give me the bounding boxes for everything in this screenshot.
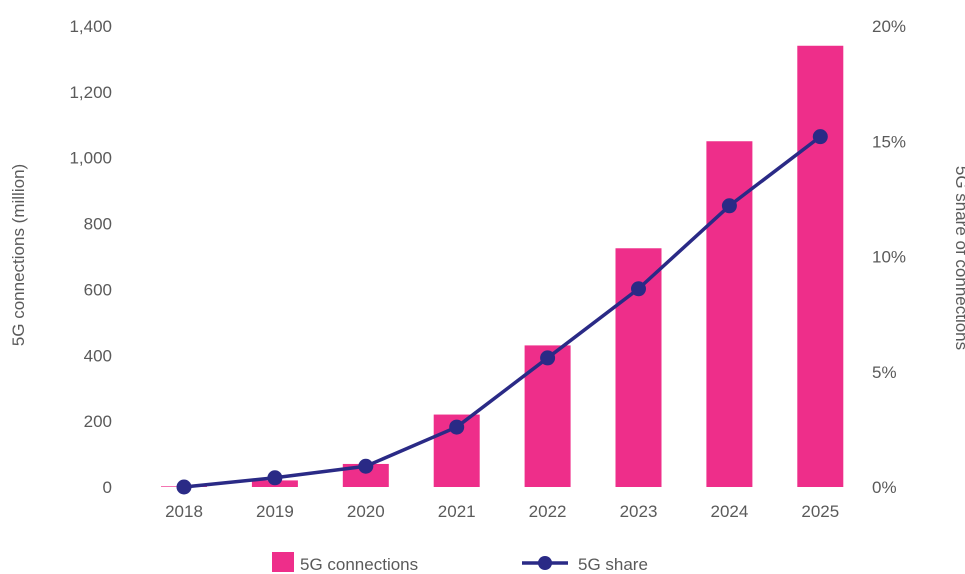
left-axis-ticks: 0 200 400 600 800 1,000 1,200 1,400: [69, 17, 112, 497]
legend-label-line: 5G share: [578, 555, 648, 574]
left-tick-label: 1,000: [69, 149, 112, 168]
share-point: [721, 198, 737, 214]
share-point: [176, 479, 192, 495]
left-tick-label: 1,200: [69, 83, 112, 102]
x-tick-label: 2020: [347, 502, 385, 521]
left-tick-label: 600: [84, 280, 112, 299]
share-point: [358, 458, 374, 474]
bar: [797, 45, 844, 487]
share-point: [540, 350, 556, 366]
x-tick-label: 2019: [256, 502, 294, 521]
right-tick-label: 20%: [872, 17, 906, 36]
right-tick-label: 0%: [872, 478, 897, 497]
x-tick-label: 2025: [801, 502, 839, 521]
x-tick-label: 2021: [438, 502, 476, 521]
x-axis-ticks: 2018 2019 2020 2021 2022 2023 2024 2025: [165, 502, 839, 521]
bar-series: [161, 45, 844, 487]
x-tick-label: 2018: [165, 502, 203, 521]
left-tick-label: 400: [84, 346, 112, 365]
left-tick-label: 200: [84, 412, 112, 431]
bar: [342, 463, 389, 487]
share-line: [183, 135, 822, 489]
right-tick-label: 15%: [872, 132, 906, 151]
x-tick-label: 2024: [710, 502, 748, 521]
share-point: [449, 419, 465, 435]
right-tick-label: 5%: [872, 363, 897, 382]
left-tick-label: 1,400: [69, 17, 112, 36]
left-axis-title: 5G connections (million): [9, 164, 28, 346]
share-point: [631, 281, 646, 297]
x-tick-label: 2022: [529, 502, 567, 521]
right-tick-label: 10%: [872, 248, 906, 267]
share-point: [812, 129, 828, 145]
right-axis-title: 5G share of connections: [952, 166, 965, 350]
bar: [524, 345, 571, 487]
left-tick-label: 800: [84, 215, 112, 234]
x-tick-label: 2023: [620, 502, 658, 521]
share-point: [267, 470, 283, 486]
legend-swatch-marker: [538, 556, 552, 570]
legend-swatch-bar: [272, 552, 294, 572]
legend-label-bar: 5G connections: [300, 555, 418, 574]
left-tick-label: 0: [103, 478, 112, 497]
line-series: [176, 129, 828, 495]
legend: 5G connections 5G share: [272, 552, 648, 574]
right-axis-ticks: 0% 5% 10% 15% 20%: [872, 17, 906, 497]
